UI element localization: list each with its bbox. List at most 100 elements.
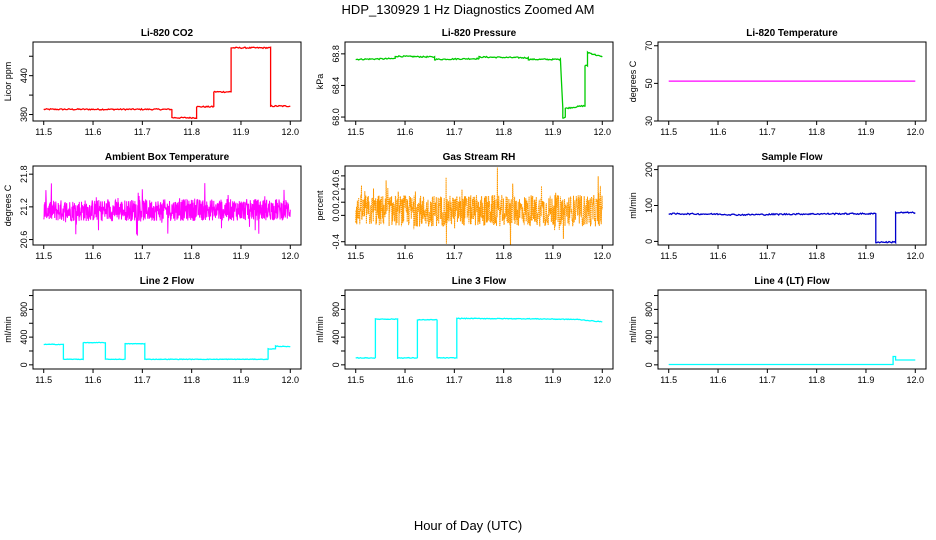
x-tick-label: 11.8 xyxy=(495,375,512,385)
series-line xyxy=(355,50,603,119)
chart-title: Sample Flow xyxy=(761,152,822,163)
plot-frame xyxy=(32,165,302,246)
chart-title: Line 3 Flow xyxy=(452,276,507,287)
chart-panel-line-4-lt-flow: Line 4 (LT) Flow ml/min 11.5 11.6 11.7 11.8 11… xyxy=(628,276,927,385)
y-tick-label: 400 xyxy=(644,330,654,345)
y-tick-label: 800 xyxy=(331,302,341,317)
x-tick-label: 11.7 xyxy=(134,127,151,137)
y-tick-label: 68.8 xyxy=(331,45,341,63)
x-tick-label: 11.7 xyxy=(446,375,463,385)
x-tick-label: 11.9 xyxy=(233,127,250,137)
y-tick-label: 200 xyxy=(644,162,654,177)
x-axis-label: Hour of Day (UTC) xyxy=(413,518,523,533)
chart-title: Ambient Box Temperature xyxy=(105,152,230,163)
x-tick-label: 11.6 xyxy=(710,251,727,261)
y-tick-label: 380 xyxy=(19,107,29,122)
y-axis-label: degrees C xyxy=(3,184,13,226)
y-tick-label: 800 xyxy=(644,302,654,317)
y-tick-label: 0.6 xyxy=(331,170,341,183)
x-tick-label: 11.8 xyxy=(183,251,200,261)
series-line xyxy=(43,341,291,361)
series-line xyxy=(43,183,291,236)
chart-panel-li-820-pressure: Li-820 Pressure kPa 11.5 11.6 11.7 11.8 11.9 12… xyxy=(315,28,614,137)
x-tick-label: 11.9 xyxy=(858,375,875,385)
chart-panel-ambient-box-temperature: Ambient Box Temperature degrees C 11.5 11.6… xyxy=(3,152,302,261)
chart-title: Line 4 (LT) Flow xyxy=(754,276,830,287)
x-tick-label: 11.5 xyxy=(347,127,364,137)
x-tick-label: 11.5 xyxy=(660,375,677,385)
x-tick-label: 11.6 xyxy=(397,251,414,261)
x-tick-label: 11.9 xyxy=(545,251,562,261)
chart-title: Gas Stream RH xyxy=(443,152,516,163)
x-tick-label: 12.0 xyxy=(907,375,925,385)
chart-title: Li-820 CO2 xyxy=(141,28,194,39)
x-tick-label: 11.8 xyxy=(183,375,200,385)
x-tick-label: 11.6 xyxy=(710,127,727,137)
page-title: HDP_130929 1 Hz Diagnostics Zoomed AM xyxy=(341,2,595,17)
y-tick-label: 70 xyxy=(644,41,654,51)
y-axis-label: ml/min xyxy=(628,192,638,219)
y-tick-label: 21.2 xyxy=(19,198,29,216)
x-tick-label: 12.0 xyxy=(282,375,300,385)
x-tick-label: 11.7 xyxy=(134,251,151,261)
plot-frame xyxy=(344,165,614,246)
series-line xyxy=(355,167,603,245)
x-tick-label: 11.7 xyxy=(446,127,463,137)
x-tick-label: 11.5 xyxy=(35,375,52,385)
y-axis-label: percent xyxy=(315,190,325,221)
x-tick-label: 11.5 xyxy=(347,375,364,385)
plot-frame xyxy=(657,41,927,122)
y-tick-label: 0.4 xyxy=(331,183,341,196)
chart-panel-line-2-flow: Line 2 Flow ml/min 11.5 11.6 11.7 11.8 11.9 12.… xyxy=(3,276,302,385)
x-tick-label: 11.7 xyxy=(446,251,463,261)
y-axis-label: ml/min xyxy=(628,316,638,343)
y-axis-label: ml/min xyxy=(3,316,13,343)
x-tick-label: 12.0 xyxy=(282,127,300,137)
chart-title: Line 2 Flow xyxy=(140,276,195,287)
x-tick-label: 11.7 xyxy=(759,251,776,261)
series-line xyxy=(668,355,916,366)
x-tick-label: 11.5 xyxy=(35,127,52,137)
x-tick-label: 11.9 xyxy=(233,251,250,261)
x-tick-label: 11.6 xyxy=(85,375,102,385)
y-axis-label: degrees C xyxy=(628,60,638,102)
x-tick-label: 11.6 xyxy=(85,127,102,137)
chart-panel-gas-stream-rh: Gas Stream RH percent 11.5 11.6 11.7 11.8 11.9… xyxy=(315,152,614,261)
x-tick-label: 12.0 xyxy=(594,375,612,385)
chart-panel-line-3-flow: Line 3 Flow ml/min 11.5 11.6 11.7 11.8 11.9 12.… xyxy=(315,276,614,385)
y-tick-label: 400 xyxy=(19,330,29,345)
x-tick-label: 11.7 xyxy=(759,127,776,137)
x-tick-label: 11.6 xyxy=(85,251,102,261)
y-tick-label: 0.2 xyxy=(331,196,341,209)
x-tick-label: 12.0 xyxy=(907,251,925,261)
y-tick-label: 21.8 xyxy=(19,165,29,183)
y-tick-label: 50 xyxy=(644,78,654,88)
y-tick-label: 100 xyxy=(644,198,654,213)
x-tick-label: 12.0 xyxy=(907,127,925,137)
y-tick-label: 0.0 xyxy=(331,209,341,222)
plot-frame xyxy=(344,289,614,370)
y-axis-label: Licor ppm xyxy=(3,62,13,102)
x-tick-label: 11.9 xyxy=(545,127,562,137)
x-tick-label: 11.9 xyxy=(858,251,875,261)
x-tick-label: 11.8 xyxy=(183,127,200,137)
x-tick-label: 12.0 xyxy=(282,251,300,261)
x-tick-label: 11.8 xyxy=(808,127,825,137)
y-tick-label: 68.0 xyxy=(331,108,341,126)
plot-frame xyxy=(32,289,302,370)
y-tick-label: 0 xyxy=(644,239,654,244)
x-tick-label: 11.8 xyxy=(808,251,825,261)
x-tick-label: 12.0 xyxy=(594,127,612,137)
y-tick-label: 800 xyxy=(19,302,29,317)
x-tick-label: 11.5 xyxy=(660,127,677,137)
x-tick-label: 11.7 xyxy=(134,375,151,385)
x-tick-label: 11.6 xyxy=(710,375,727,385)
x-tick-label: 11.6 xyxy=(397,375,414,385)
y-tick-label: -0.4 xyxy=(331,234,341,250)
x-tick-label: 11.5 xyxy=(35,251,52,261)
plot-frame xyxy=(657,289,927,370)
y-tick-label: 30 xyxy=(644,116,654,126)
chart-title: Li-820 Temperature xyxy=(746,28,838,39)
x-tick-label: 11.5 xyxy=(660,251,677,261)
